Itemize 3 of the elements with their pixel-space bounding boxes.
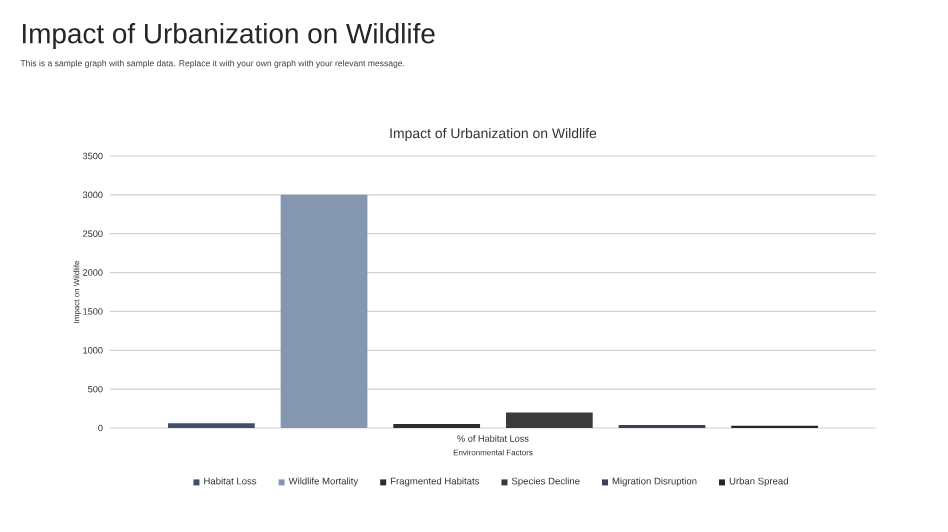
bar <box>280 194 368 428</box>
chart-title: Impact of Urbanization on Wildlife <box>22 22 435 49</box>
bar <box>505 412 593 428</box>
